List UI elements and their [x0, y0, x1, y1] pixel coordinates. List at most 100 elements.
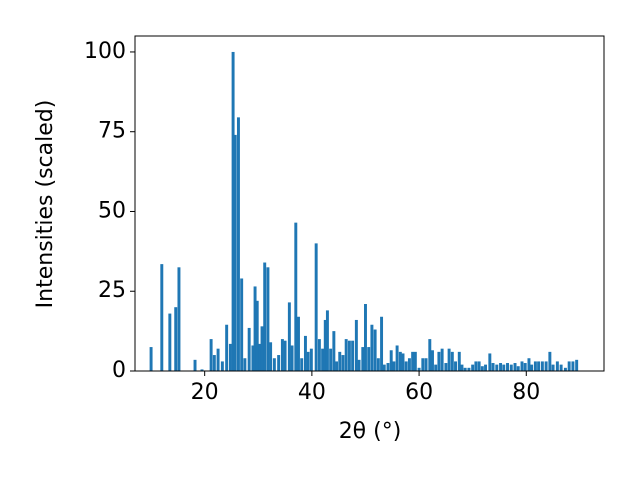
- bar: [395, 345, 399, 371]
- x-tick-label: 60: [405, 380, 433, 405]
- bar: [233, 134, 237, 371]
- bar: [544, 361, 548, 371]
- bar: [417, 367, 421, 371]
- bar: [440, 348, 444, 371]
- bar: [530, 364, 534, 371]
- bar: [228, 343, 232, 371]
- bar: [575, 359, 579, 371]
- bar: [401, 353, 405, 371]
- bar: [317, 339, 321, 371]
- bar: [177, 267, 181, 371]
- bar: [174, 307, 178, 371]
- bar: [413, 351, 417, 371]
- bar: [431, 350, 434, 371]
- bar: [243, 358, 247, 371]
- bar: [251, 345, 255, 371]
- bar: [421, 358, 425, 371]
- bar: [382, 364, 386, 371]
- bar: [513, 363, 517, 371]
- bar: [404, 361, 408, 371]
- bar: [447, 348, 451, 371]
- bar: [309, 348, 313, 371]
- bar: [463, 367, 467, 371]
- bar: [212, 355, 216, 371]
- bar: [523, 363, 527, 371]
- bar: [255, 300, 259, 371]
- bar: [303, 335, 307, 371]
- y-tick-label: 0: [112, 358, 126, 383]
- bar: [474, 361, 478, 371]
- bar: [370, 324, 374, 371]
- bar: [559, 364, 563, 371]
- bar: [287, 302, 291, 371]
- bar: [231, 51, 235, 371]
- bar: [347, 340, 351, 371]
- bar: [220, 361, 224, 371]
- bar: [454, 361, 458, 371]
- bar: [548, 351, 552, 371]
- bar: [460, 364, 464, 371]
- bar: [506, 363, 509, 371]
- bar: [277, 355, 281, 371]
- bar: [491, 363, 495, 371]
- bar: [467, 367, 471, 371]
- bar: [290, 345, 294, 371]
- bar: [253, 286, 257, 371]
- bar: [361, 347, 365, 371]
- bar: [380, 316, 384, 371]
- y-tick-label: 75: [98, 119, 126, 144]
- bar: [571, 361, 575, 371]
- bar: [567, 361, 571, 371]
- bar: [444, 363, 448, 371]
- bar: [502, 364, 506, 371]
- y-tick-label: 25: [98, 278, 126, 303]
- x-tick-label: 80: [512, 380, 540, 405]
- bar: [499, 363, 503, 371]
- bar: [283, 340, 287, 371]
- bar: [209, 339, 213, 371]
- bar: [450, 351, 454, 371]
- bar: [428, 339, 432, 371]
- bar: [424, 358, 428, 371]
- x-axis-label: 2θ (°): [339, 419, 402, 444]
- bar: [540, 361, 544, 371]
- bar: [389, 350, 393, 371]
- bar: [149, 347, 153, 371]
- bar: [437, 351, 441, 371]
- bar: [551, 364, 555, 371]
- bar: [193, 359, 197, 371]
- y-tick-label: 50: [98, 198, 126, 223]
- bar: [260, 326, 264, 371]
- bar: [280, 339, 284, 371]
- bar: [563, 367, 567, 371]
- bar: [200, 369, 204, 371]
- bar: [386, 363, 390, 371]
- bar: [533, 361, 537, 371]
- bar: [321, 348, 325, 371]
- bar: [392, 361, 396, 371]
- bar: [471, 364, 475, 371]
- bar: [357, 359, 361, 371]
- bar: [300, 358, 304, 371]
- bar: [225, 324, 229, 371]
- plot-frame: [134, 35, 605, 372]
- bar: [354, 319, 358, 371]
- bar: [516, 366, 520, 371]
- bar: [555, 361, 559, 371]
- bar: [376, 358, 380, 371]
- bar: [236, 117, 240, 371]
- bar: [434, 364, 438, 371]
- bar: [477, 361, 481, 371]
- bar: [272, 358, 276, 371]
- bar: [240, 278, 244, 371]
- y-axis-label: Intensities (scaled): [33, 100, 58, 309]
- bar: [160, 264, 164, 371]
- bar: [457, 351, 461, 371]
- bar: [537, 361, 541, 371]
- bar: [367, 347, 371, 371]
- bar: [294, 222, 298, 371]
- bar: [332, 331, 336, 371]
- bar: [495, 364, 499, 371]
- bar: [269, 342, 273, 371]
